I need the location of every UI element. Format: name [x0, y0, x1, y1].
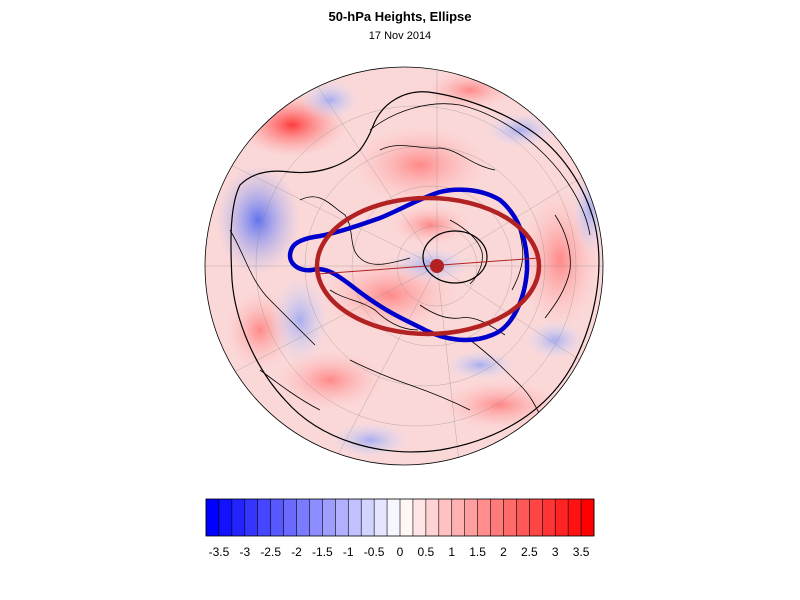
colorbar-cell: [490, 499, 504, 536]
colorbar-ticks: -3.5 -3 -2.5 -2 -1.5 -1 -0.5 0 0.5 1 1.5 2 2.5 3 3.5: [209, 545, 590, 559]
colorbar-cell: [516, 499, 530, 536]
colorbar-frame: [205, 498, 595, 537]
colorbar-cell: [529, 499, 543, 536]
colorbar-cell: [244, 499, 259, 536]
colorbar-tick-label: 0.5: [418, 545, 435, 559]
colorbar-cell: [270, 499, 284, 536]
colorbar-tick-label: -1: [343, 545, 354, 559]
anomaly-field: [205, 67, 603, 465]
colorbar-tick-label: 3: [552, 545, 559, 559]
colorbar-cell: [309, 499, 323, 536]
colorbar-tick-label: 2: [500, 545, 507, 559]
colorbar-tick-label: -1.5: [312, 545, 333, 559]
colorbar-cell: [464, 499, 478, 536]
colorbar-cell: [425, 499, 440, 536]
colorbar-cell: [542, 499, 556, 536]
colorbar-cell: [400, 499, 414, 536]
map-date: 17 Nov 2014: [368, 30, 432, 42]
ellipse-centroid: [430, 259, 444, 273]
colorbar-tick-label: -3.5: [209, 545, 230, 559]
colorbar-cell: [412, 499, 427, 536]
colorbar-tick-label: 2.5: [521, 545, 538, 559]
colorbar-cell: [503, 499, 517, 536]
fitted-ellipse: [314, 195, 542, 337]
colorbar-cell: [555, 499, 569, 536]
colorbar-cell: [374, 499, 388, 536]
colorbar-tick-label: -0.5: [364, 545, 385, 559]
colorbar-cell: [206, 499, 220, 536]
colorbar-tick-label: -2.5: [260, 545, 281, 559]
colorbar-cell: [231, 499, 246, 536]
colorbar-cell: [581, 499, 595, 536]
colorbar-cell: [322, 499, 336, 536]
colorbar-cell: [257, 499, 271, 536]
vortex-edge-contour: [287, 187, 530, 343]
colorbar-cell: [335, 499, 349, 536]
ellipse-major-axis: [316, 257, 540, 275]
colorbar-cell: [477, 499, 491, 536]
colorbar-cell: [438, 499, 453, 536]
colorbar-cell: [568, 499, 582, 536]
colorbar-cells: [205, 498, 595, 537]
colorbar-tick-label: 3.5: [573, 545, 590, 559]
colorbar-cell: [348, 499, 362, 536]
graticule: [205, 67, 603, 465]
map-title: 50-hPa Heights, Ellipse: [328, 9, 472, 24]
colorbar-tick-label: 1.5: [469, 545, 486, 559]
colorbar-tick-label: -2: [291, 545, 302, 559]
colorbar-cell: [387, 499, 401, 536]
globe-boundary: [204, 66, 604, 466]
colorbar-cell: [361, 499, 375, 536]
colorbar-tick-label: -3: [239, 545, 250, 559]
colorbar-tick-label: 0: [397, 545, 404, 559]
colorbar-cell: [283, 499, 297, 536]
colorbar-cell: [218, 499, 233, 536]
colorbar-tick-label: 1: [448, 545, 455, 559]
colorbar-cell: [296, 499, 310, 536]
colorbar-cell: [451, 499, 465, 536]
height-contours: [230, 91, 600, 453]
